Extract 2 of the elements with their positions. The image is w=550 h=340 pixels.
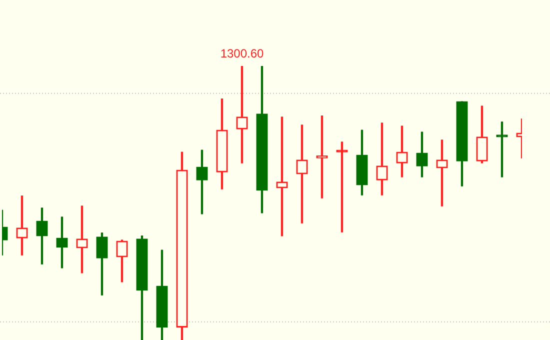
candlestick	[336, 142, 348, 232]
text: 1300.60	[220, 46, 264, 60]
